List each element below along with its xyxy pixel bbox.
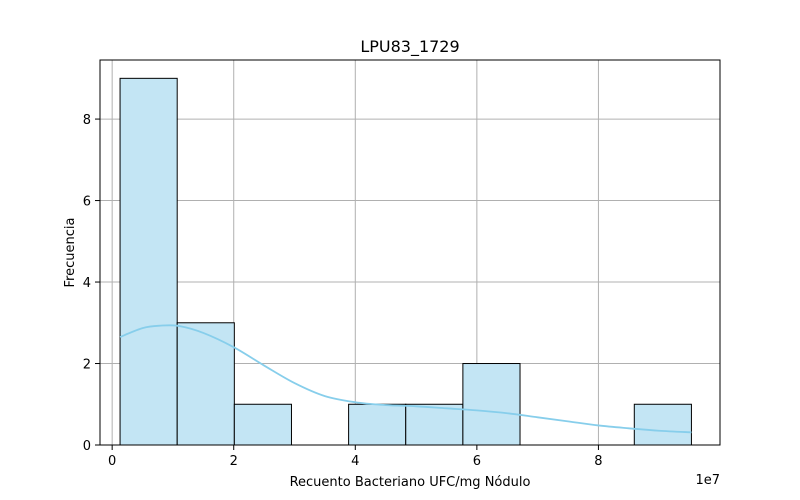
kde-curve	[119, 324, 692, 434]
y-tick-label: 2	[83, 358, 91, 373]
histogram-bar	[405, 403, 464, 446]
histogram-bar	[176, 322, 235, 446]
x-tick-label: 0	[108, 454, 116, 469]
x-axis-offset-label: 1e7	[695, 473, 720, 488]
histogram-bar	[119, 77, 178, 446]
x-axis-label: Recuento Bacteriano UFC/mg Nódulo	[290, 475, 531, 490]
y-tick-label: 4	[83, 276, 91, 291]
y-tick-label: 6	[83, 195, 91, 210]
y-tick-label: 8	[83, 113, 91, 128]
histogram-bar	[348, 403, 407, 446]
bar-layer	[119, 77, 692, 446]
kde-layer	[119, 324, 692, 434]
x-tick-label: 6	[473, 454, 481, 469]
tick-layer: 0 2 4 6 8 0 2 4 6 8	[83, 113, 603, 469]
x-tick-label: 2	[230, 454, 238, 469]
plot-frame	[99, 59, 721, 446]
histogram-bar	[633, 403, 692, 446]
histogram-bar	[233, 403, 292, 446]
x-tick-label: 4	[351, 454, 359, 469]
chart-title: LPU83_1729	[360, 37, 459, 57]
x-tick-label: 8	[594, 454, 602, 469]
histogram-bar	[462, 363, 521, 446]
y-axis-label: Frecuencia	[63, 218, 78, 288]
y-tick-label: 0	[83, 439, 91, 454]
